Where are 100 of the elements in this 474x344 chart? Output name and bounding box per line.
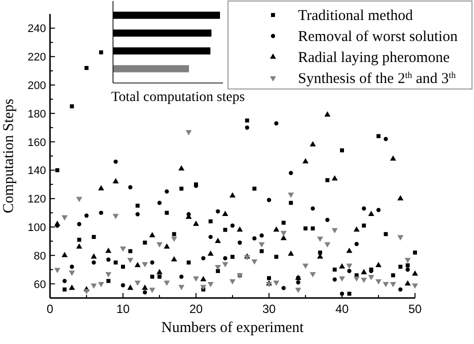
- point: [142, 240, 147, 245]
- point: [302, 264, 309, 269]
- point: [413, 250, 417, 255]
- point: [295, 288, 302, 293]
- point: [347, 292, 352, 296]
- point: [62, 287, 67, 292]
- point: [310, 226, 315, 230]
- point: [192, 220, 200, 226]
- point: [384, 232, 388, 236]
- point: [158, 274, 162, 279]
- point: [121, 264, 125, 269]
- point: [156, 268, 163, 274]
- point: [90, 253, 97, 259]
- point: [178, 165, 184, 171]
- point: [288, 170, 294, 176]
- point: [310, 206, 315, 211]
- point: [192, 276, 200, 282]
- point: [273, 280, 280, 286]
- point: [200, 276, 206, 282]
- point: [317, 236, 324, 242]
- point: [258, 242, 265, 248]
- x-tick-label: 50: [408, 302, 422, 316]
- point: [142, 284, 148, 290]
- point: [340, 292, 344, 296]
- point: [222, 210, 228, 216]
- point: [406, 267, 410, 272]
- point: [98, 185, 104, 190]
- point: [77, 222, 82, 226]
- point: [105, 248, 112, 253]
- point: [251, 259, 258, 265]
- point: [304, 226, 308, 230]
- point: [92, 260, 96, 265]
- x-tick-label: 40: [335, 302, 349, 316]
- point: [142, 262, 148, 268]
- point: [179, 186, 184, 191]
- point: [114, 160, 118, 164]
- point: [260, 233, 264, 238]
- point: [376, 134, 380, 138]
- y-tick-label: 200: [28, 80, 46, 92]
- point: [384, 136, 388, 142]
- point: [223, 256, 228, 260]
- point: [105, 272, 112, 278]
- point: [390, 155, 396, 161]
- x-axis-title: Numbers of experiment: [161, 320, 305, 336]
- point: [397, 235, 404, 240]
- point: [288, 200, 293, 205]
- point: [332, 268, 337, 272]
- point: [128, 185, 132, 190]
- point: [186, 260, 191, 264]
- point: [252, 186, 256, 191]
- point: [280, 230, 287, 236]
- point: [150, 274, 154, 279]
- point: [142, 290, 148, 294]
- point: [62, 252, 68, 258]
- point: [164, 189, 169, 194]
- text: Total computation steps: [111, 90, 245, 105]
- point: [282, 220, 286, 225]
- point: [325, 218, 330, 222]
- point: [404, 280, 411, 286]
- point: [296, 280, 300, 284]
- point: [376, 208, 381, 212]
- point: [274, 254, 278, 259]
- point: [178, 284, 184, 290]
- point: [55, 168, 60, 172]
- point: [324, 242, 330, 248]
- point: [99, 50, 104, 54]
- point: [150, 260, 154, 265]
- point: [360, 268, 367, 274]
- point: [274, 121, 278, 126]
- point: [84, 66, 88, 70]
- point: [238, 240, 242, 245]
- point: [332, 228, 338, 234]
- point: [128, 249, 132, 254]
- point: [134, 280, 141, 286]
- point: [83, 289, 90, 294]
- point: [266, 198, 272, 202]
- y-tick-label: 60: [34, 278, 46, 291]
- legend-label: Synthesis of the 2$^{th}$ and 3$^{th}$: [298, 70, 456, 87]
- point: [164, 280, 170, 286]
- point: [324, 111, 330, 117]
- point: [84, 214, 89, 218]
- point: [216, 209, 220, 214]
- x-tick-label: 0: [46, 302, 54, 316]
- point: [397, 195, 404, 200]
- point: [288, 250, 294, 256]
- point: [201, 256, 206, 260]
- point: [70, 104, 74, 108]
- point: [216, 269, 220, 274]
- point: [360, 278, 367, 284]
- point: [62, 278, 67, 284]
- point: [390, 282, 396, 288]
- point: [412, 270, 418, 276]
- point: [134, 262, 141, 268]
- point: [200, 284, 206, 290]
- y-tick-label: 240: [28, 23, 46, 36]
- x-tick-label: 20: [189, 302, 203, 316]
- point: [375, 262, 382, 268]
- point: [76, 243, 82, 249]
- point: [149, 288, 156, 293]
- point: [156, 242, 163, 248]
